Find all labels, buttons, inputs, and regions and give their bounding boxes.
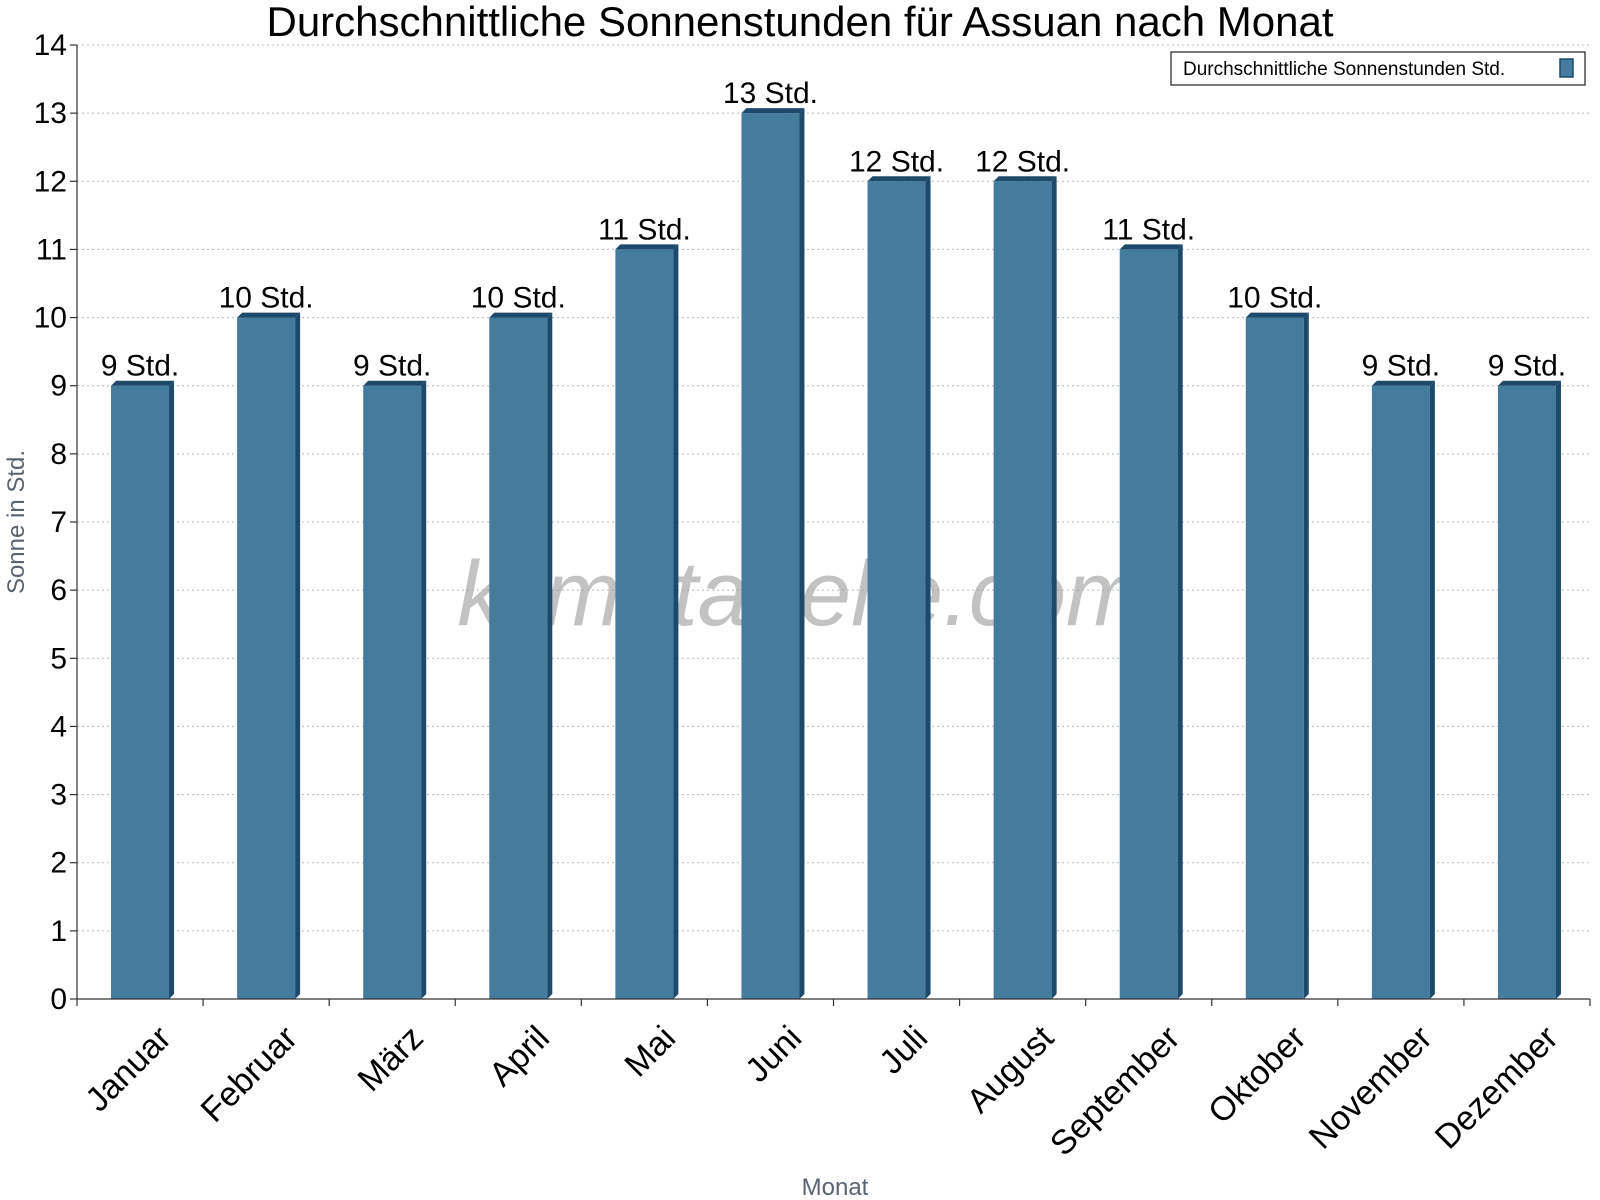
x-tick-label: April [482,1019,557,1094]
y-tick-label: 3 [50,779,67,812]
bar [867,181,926,1000]
bar [1119,249,1178,999]
y-tick-label: 4 [50,710,67,743]
bar [993,181,1052,1000]
y-tick-label: 13 [34,97,67,130]
bar-value-label: 12 Std. [975,145,1070,178]
bar [489,317,548,1000]
bar-top [363,380,427,386]
bar [615,249,674,999]
y-tick-label: 2 [50,847,67,880]
bar [1497,385,1556,999]
y-tick-label: 14 [34,29,67,62]
bar-side [1429,380,1435,999]
y-tick-label: 6 [50,574,67,607]
bar-side [1051,176,1057,1000]
y-tick-label: 11 [36,233,67,266]
x-tick-label: September [1043,1019,1187,1163]
x-tick-label: März [351,1019,431,1099]
bar-value-label: 9 Std. [1362,350,1440,383]
x-tick-label: Juni [738,1019,809,1090]
bar [1371,385,1430,999]
bar [741,113,800,999]
bar-value-label: 11 Std. [1102,213,1195,246]
bar [237,317,296,1000]
bar-top [1371,380,1435,386]
bar-top [489,312,553,318]
bar-value-label: 10 Std. [219,282,314,315]
y-tick-label: 1 [50,915,67,948]
bar-value-label: 11 Std. [598,213,691,246]
bar-top [867,176,931,182]
legend-box [1170,51,1586,86]
y-tick-label: 8 [50,438,67,471]
y-tick-label: 10 [34,302,67,335]
legend-swatch [1559,58,1574,78]
bar [111,385,170,999]
x-tick-label: Dezember [1428,1019,1566,1157]
x-tick-labels: Januar Februar März April Mai Juni Juli AugustS… [76,999,1591,1163]
bar-top [237,312,301,318]
bar-side [799,108,805,999]
x-tick-label: Mai [617,1019,683,1085]
x-tick-label: Oktober [1201,1019,1313,1131]
bar-value-label: 9 Std. [101,350,179,383]
bar-side [1303,312,1309,1000]
y-tick-label: 9 [50,370,67,403]
legend-series-name: Durchschnittliche Sonnenstunden Std. [1183,59,1505,80]
y-axis-title: Sonne in Std. [3,450,30,594]
y-tick-label: 0 [50,983,67,1016]
bar-side [547,312,553,1000]
x-tick-label: Juli [872,1019,935,1082]
bar-side [1555,380,1561,999]
x-tick-label: August [960,1018,1062,1120]
bar-top [615,244,679,250]
bar-labels: 9 Std. 10 Std. 9 Std. 10 Std. 11 Std. 13 Std.… [101,77,1566,383]
y-tick-label: 7 [50,506,67,539]
bar-side [925,176,931,1000]
bar-value-label: 10 Std. [471,282,566,315]
bar-top [1119,244,1183,250]
bar-side [673,244,679,999]
chart-title: Durchschnittliche Sonnenstunden für Assu… [266,0,1333,45]
bar-side [1177,244,1183,999]
bar-value-label: 9 Std. [353,350,431,383]
y-tick-label: 5 [50,642,67,675]
bar [1245,317,1304,1000]
bar-top [1497,380,1561,386]
bar-value-label: 12 Std. [849,145,944,178]
bar-top [741,108,805,114]
bar [363,385,422,999]
bar-side [295,312,301,1000]
bar-top [111,380,175,386]
bar-top [993,176,1057,182]
bars [111,108,1561,1000]
bar-value-label: 9 Std. [1488,350,1566,383]
bar-top [1245,312,1309,318]
x-tick-label: November [1302,1019,1440,1157]
x-tick-label: Januar [78,1019,178,1119]
legend: Durchschnittliche Sonnenstunden Std. [1170,51,1586,86]
x-axis-title: Monat [802,1174,869,1200]
x-tick-label: Februar [194,1019,305,1130]
bar-side [169,380,175,999]
bar-side [421,380,427,999]
bar-value-label: 13 Std. [723,77,818,110]
gridlines [77,44,1590,932]
bar-value-label: 10 Std. [1227,282,1322,315]
y-tick-label: 12 [34,165,67,198]
